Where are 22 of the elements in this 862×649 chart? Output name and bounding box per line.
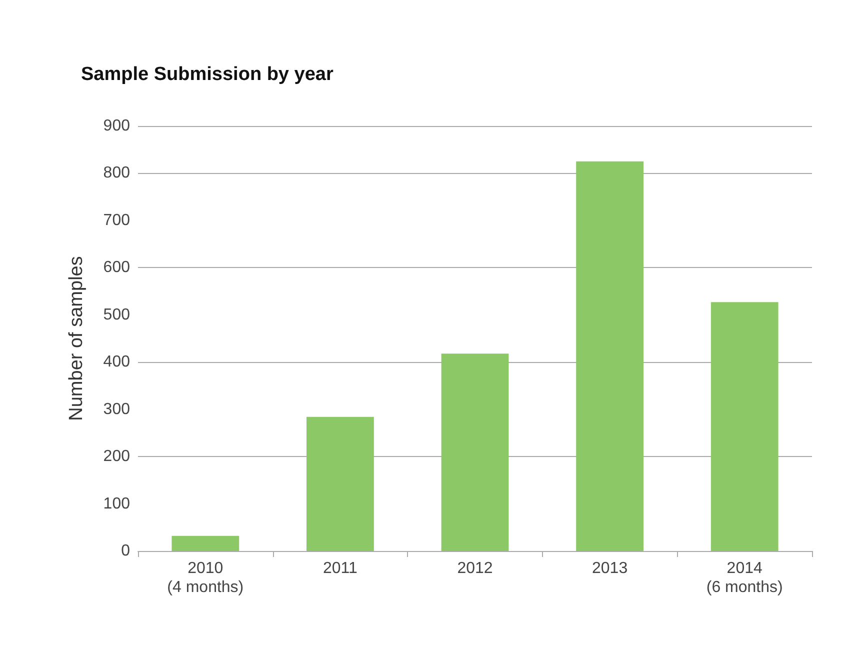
y-tick-label: 700 <box>103 212 130 229</box>
x-tick-label: 2013 <box>592 560 628 577</box>
y-tick-label: 100 <box>103 495 130 512</box>
bar <box>306 416 374 551</box>
y-tick-label: 500 <box>103 306 130 324</box>
y-tick-label: 800 <box>103 164 130 182</box>
y-tick-label: 0 <box>121 542 130 560</box>
y-tick-label: 400 <box>103 354 130 371</box>
x-tick-label: 2012 <box>457 560 493 577</box>
bar <box>172 536 240 551</box>
y-tick-label: 300 <box>103 400 130 418</box>
bar <box>441 354 509 551</box>
y-tick-label: 900 <box>103 118 130 134</box>
chart-title: Sample Submission by year <box>81 64 334 85</box>
y-tick-label: 600 <box>103 259 130 276</box>
bar <box>576 161 644 551</box>
bar <box>710 302 778 551</box>
y-tick-label: 200 <box>103 448 130 466</box>
y-axis-title: Number of samples <box>66 256 87 421</box>
x-tick-label: 2014 (6 months) <box>706 560 783 596</box>
x-tick-label: 2010 (4 months) <box>167 560 244 596</box>
x-tick-label: 2011 <box>322 560 358 577</box>
